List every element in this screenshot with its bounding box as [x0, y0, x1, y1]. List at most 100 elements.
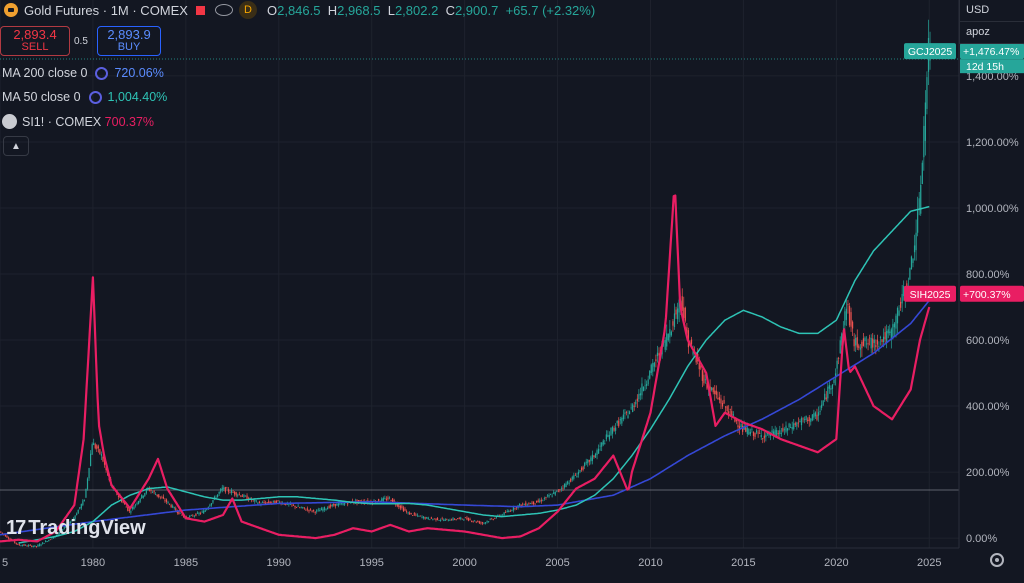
gold-candle [715, 385, 717, 399]
buy-button[interactable]: 2,893.9 BUY [97, 26, 161, 56]
gold-candle [492, 518, 494, 521]
x-tick-label: 2010 [638, 557, 662, 569]
silver-coin-icon [2, 114, 17, 129]
collapse-legend-button[interactable]: ▲ [3, 136, 29, 156]
gold-candle [170, 503, 172, 508]
y-tick-label: 0.00% [966, 533, 997, 545]
gold-candle [703, 369, 705, 386]
gold-candle [209, 503, 211, 507]
gold-candle [331, 503, 333, 508]
gold-candle [814, 411, 817, 420]
gold-candle [675, 306, 677, 319]
gold-candle [309, 508, 312, 512]
gold-candle [234, 491, 236, 497]
gold-candle [125, 505, 127, 508]
gold-candle [311, 510, 313, 513]
gold-candle [763, 431, 765, 443]
gold-coin-icon [4, 3, 18, 17]
legend-silver[interactable]: SI1! · COMEX 700.37% [2, 114, 154, 129]
gold-candle [876, 334, 878, 351]
gold-candle [608, 431, 611, 442]
gold-candle [601, 442, 603, 452]
gold-candle [721, 400, 724, 409]
gold-candle [322, 507, 324, 513]
gold-candle [636, 394, 638, 408]
gold-candle [921, 160, 923, 185]
gold-candle [483, 522, 485, 525]
gold-candle [46, 540, 48, 543]
gold-candle [567, 480, 569, 486]
gold-candle [590, 455, 592, 465]
gold-candle [243, 493, 245, 499]
gold-candle [175, 506, 177, 511]
market-closed-icon [195, 5, 205, 15]
gold-candle [168, 503, 171, 506]
gold-candle [576, 472, 578, 478]
gold-candle [531, 500, 533, 505]
gold-candle [26, 544, 28, 547]
gold-candle [593, 455, 595, 459]
legend-ma200[interactable]: MA 200 close 0 720.06% [2, 66, 164, 80]
x-tick-label: 5 [2, 557, 8, 569]
x-tick-label: 2020 [824, 557, 848, 569]
gold-candle [480, 521, 482, 525]
gold-candle [48, 539, 50, 542]
gold-candle [539, 498, 541, 504]
gold-candle [582, 465, 584, 472]
sell-button[interactable]: 2,893.4 SELL [0, 26, 70, 56]
gold-candle [752, 431, 755, 441]
silver-line [0, 194, 931, 543]
gold-candle [402, 505, 405, 513]
gold-candle [615, 423, 617, 435]
gold-candle [424, 516, 426, 520]
gold-candle [537, 498, 539, 503]
delayed-badge[interactable]: D [238, 1, 257, 19]
settings-gear-icon[interactable] [990, 553, 1004, 567]
gold-candle [587, 459, 589, 467]
gold-candle [142, 495, 144, 499]
gold-candle [164, 498, 166, 503]
gold-candle [923, 116, 925, 171]
y-tick-label: 200.00% [966, 467, 1010, 479]
gold-candle [848, 302, 851, 328]
gold-candle [646, 380, 648, 390]
gold-candle [404, 506, 406, 512]
gold-candle [255, 500, 257, 503]
legend-ma50[interactable]: MA 50 close 0 1,004.40% [2, 90, 168, 104]
gold-candle [90, 450, 92, 467]
eye-icon[interactable] [214, 4, 233, 16]
user-menu[interactable]: apoz [960, 22, 1024, 44]
symbol-title[interactable]: Gold Futures · 1M · COMEX [24, 2, 188, 18]
gold-candle [532, 501, 535, 506]
gold-candle [622, 409, 624, 422]
gold-candle [117, 494, 120, 500]
gold-candle [96, 444, 98, 453]
gold-candle [670, 330, 672, 337]
gold-candle [898, 305, 900, 317]
gold-candle [23, 543, 25, 547]
gold-candle [14, 541, 16, 544]
gold-candle [588, 459, 590, 466]
gold-candle [83, 499, 86, 502]
tv-logo-icon: 17 [6, 517, 26, 539]
gold-candle [151, 490, 154, 494]
gold-candle [851, 320, 854, 337]
gold-candle [97, 444, 99, 453]
loading-icon [88, 90, 102, 104]
gold-candle [387, 495, 389, 501]
gold-candle [900, 297, 902, 311]
gold-candle [749, 428, 751, 437]
currency-select[interactable]: USD [960, 0, 1024, 22]
gold-candle [35, 545, 37, 548]
symbol-header: Gold Futures · 1M · COMEX D O2,846.5 H2,… [0, 0, 595, 20]
gold-candle [302, 506, 304, 509]
series-layer [0, 19, 931, 548]
gold-candle [6, 535, 8, 538]
gold-candle [447, 519, 449, 522]
gold-candle [540, 497, 542, 504]
x-tick-label: 2015 [731, 557, 755, 569]
gold-candle [258, 500, 261, 504]
gold-candle [416, 513, 418, 518]
gold-candle [503, 512, 505, 517]
